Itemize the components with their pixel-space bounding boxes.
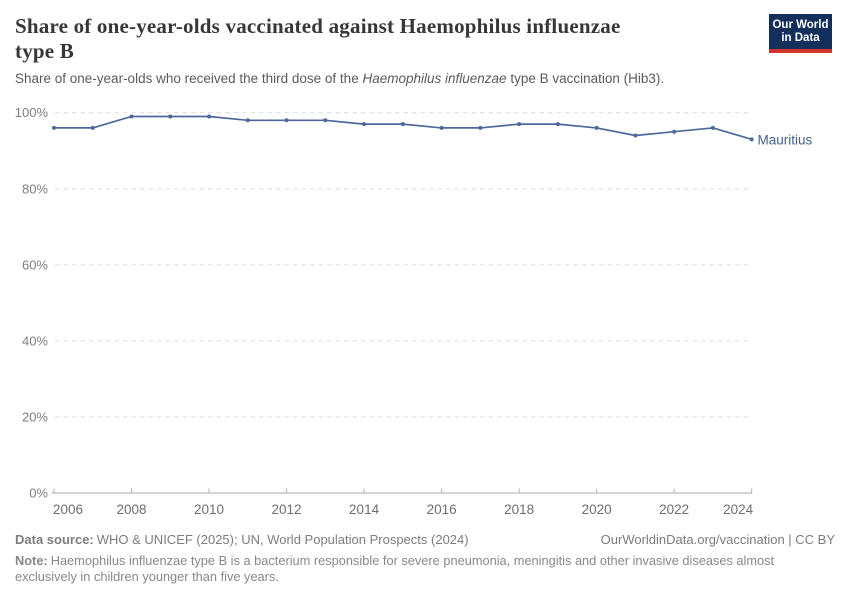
owid-logo-line-2: in Data bbox=[781, 31, 820, 44]
page-title: Share of one-year-olds vaccinated agains… bbox=[15, 14, 755, 64]
page-title-line-2: type B bbox=[15, 39, 74, 63]
license-link[interactable]: OurWorldinData.org/vaccination | CC BY bbox=[600, 532, 835, 547]
data-source: Data source: WHO & UNICEF (2025); UN, Wor… bbox=[15, 532, 469, 547]
svg-text:2010: 2010 bbox=[194, 502, 224, 517]
svg-text:2020: 2020 bbox=[582, 502, 612, 517]
svg-text:0%: 0% bbox=[29, 486, 48, 501]
svg-text:Mauritius: Mauritius bbox=[758, 132, 813, 147]
note-label: Note: bbox=[15, 553, 48, 568]
subtitle-text-post: type B vaccination (Hib3). bbox=[506, 71, 665, 86]
svg-text:2024: 2024 bbox=[723, 502, 754, 517]
svg-text:2006: 2006 bbox=[53, 502, 83, 517]
chart-note: Note: Haemophilus influenzae type B is a … bbox=[15, 553, 795, 584]
svg-text:40%: 40% bbox=[22, 333, 48, 348]
note-line-1: Haemophilus influenzae type B is a bacte… bbox=[50, 553, 775, 568]
subtitle-text-pre: Share of one-year-olds who received the … bbox=[15, 71, 363, 86]
owid-logo-line-1: Our World bbox=[772, 18, 829, 31]
svg-text:60%: 60% bbox=[22, 257, 48, 272]
svg-text:2008: 2008 bbox=[116, 502, 146, 517]
svg-text:2022: 2022 bbox=[659, 502, 689, 517]
data-source-label: Data source: bbox=[15, 532, 94, 547]
svg-text:100%: 100% bbox=[15, 105, 49, 120]
page-title-line-1: Share of one-year-olds vaccinated agains… bbox=[15, 14, 621, 38]
svg-text:2018: 2018 bbox=[504, 502, 534, 517]
chart-subtitle: Share of one-year-olds who received the … bbox=[15, 71, 664, 86]
svg-text:2012: 2012 bbox=[272, 502, 302, 517]
svg-text:20%: 20% bbox=[22, 409, 48, 424]
subtitle-text-italic: Haemophilus influenzae bbox=[362, 71, 507, 86]
svg-text:80%: 80% bbox=[22, 181, 48, 196]
owid-logo-box: Our World in Data bbox=[769, 14, 832, 49]
data-source-text: WHO & UNICEF (2025); UN, World Populatio… bbox=[96, 532, 469, 547]
owid-logo-stripe bbox=[769, 48, 832, 53]
owid-logo[interactable]: Our World in Data bbox=[769, 14, 832, 53]
svg-text:2014: 2014 bbox=[349, 502, 380, 517]
svg-text:2016: 2016 bbox=[427, 502, 457, 517]
note-line-2: exclusively in children younger than fiv… bbox=[15, 568, 279, 584]
